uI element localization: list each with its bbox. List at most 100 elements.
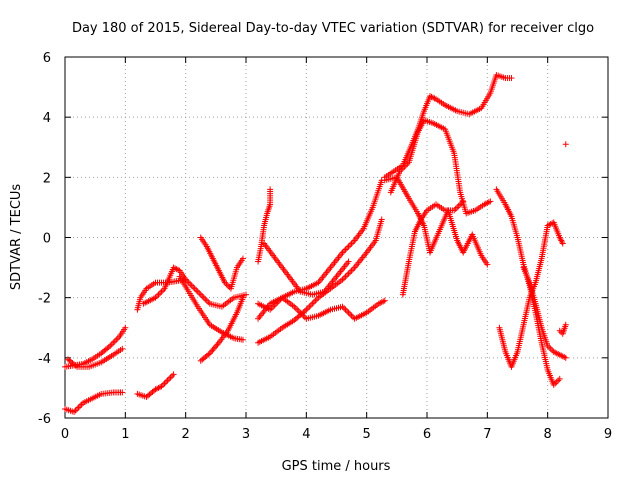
data-point bbox=[547, 345, 554, 352]
data-point bbox=[342, 273, 349, 280]
data-point bbox=[350, 266, 357, 273]
y-tick-label: 0 bbox=[43, 232, 51, 247]
data-point bbox=[454, 204, 461, 211]
data-point bbox=[307, 302, 314, 309]
data-point bbox=[309, 300, 316, 307]
data-point bbox=[113, 336, 120, 343]
x-tick-label: 0 bbox=[61, 427, 69, 442]
data-point bbox=[460, 198, 467, 205]
data-point bbox=[197, 291, 204, 298]
data-point bbox=[345, 270, 352, 277]
data-point bbox=[239, 336, 246, 343]
data-point bbox=[484, 261, 491, 268]
data-point bbox=[401, 163, 408, 170]
data-point bbox=[344, 308, 351, 315]
data-point bbox=[508, 75, 515, 82]
y-tick-label: 2 bbox=[43, 171, 51, 186]
data-point bbox=[562, 354, 569, 361]
data-point bbox=[312, 297, 319, 304]
x-tick-label: 7 bbox=[483, 427, 491, 442]
data-point bbox=[155, 384, 162, 391]
data-point bbox=[342, 246, 349, 253]
data-point bbox=[119, 345, 126, 352]
data-point bbox=[348, 267, 355, 274]
data-point bbox=[292, 305, 299, 312]
x-tick-label: 5 bbox=[363, 427, 371, 442]
data-point bbox=[268, 305, 275, 312]
data-point bbox=[347, 269, 354, 276]
data-point bbox=[111, 338, 118, 345]
x-tick-label: 8 bbox=[544, 427, 552, 442]
data-point bbox=[553, 378, 560, 385]
data-point bbox=[110, 339, 117, 346]
data-point bbox=[344, 272, 351, 279]
data-point bbox=[348, 240, 355, 247]
data-point bbox=[190, 284, 197, 291]
data-point bbox=[157, 290, 164, 297]
data-point bbox=[310, 299, 317, 306]
data-point bbox=[77, 402, 84, 409]
data-point bbox=[196, 290, 203, 297]
data-point bbox=[452, 205, 459, 212]
data-point bbox=[347, 242, 354, 249]
grid-layer bbox=[65, 57, 608, 418]
data-point bbox=[158, 288, 165, 295]
x-axis-label: GPS time / hours bbox=[282, 459, 391, 474]
data-point bbox=[344, 245, 351, 252]
data-point bbox=[169, 372, 176, 379]
data-point bbox=[239, 255, 246, 262]
data-point bbox=[378, 299, 385, 306]
data-point bbox=[166, 375, 173, 382]
x-tick-label: 6 bbox=[423, 427, 431, 442]
data-point bbox=[294, 306, 301, 313]
data-point bbox=[108, 341, 115, 348]
data-point bbox=[555, 377, 562, 384]
data-point bbox=[224, 282, 231, 289]
data-point bbox=[304, 305, 311, 312]
data-point bbox=[170, 371, 177, 378]
data-point bbox=[188, 282, 195, 289]
x-tick-label: 4 bbox=[302, 427, 310, 442]
plot-frame bbox=[64, 56, 609, 419]
data-point bbox=[294, 314, 301, 321]
data-point bbox=[72, 407, 79, 414]
y-tick-label: 4 bbox=[43, 111, 51, 126]
x-tick-label: 9 bbox=[604, 427, 612, 442]
data-point bbox=[193, 287, 200, 294]
x-tick-label: 2 bbox=[182, 427, 190, 442]
data-point bbox=[155, 291, 162, 298]
data-point bbox=[341, 275, 348, 282]
data-point bbox=[203, 297, 210, 304]
data-point bbox=[200, 294, 207, 301]
chart-title: Day 180 of 2015, Sidereal Day-to-day VTE… bbox=[72, 21, 594, 36]
data-point bbox=[562, 321, 569, 328]
data-point bbox=[119, 389, 126, 396]
data-point bbox=[345, 243, 352, 250]
data-point bbox=[345, 258, 352, 265]
data-point bbox=[75, 404, 82, 411]
data-point bbox=[345, 309, 352, 316]
data-point bbox=[381, 297, 388, 304]
data-point bbox=[163, 378, 170, 385]
y-axis-label: SDTVAR / TECUs bbox=[9, 184, 24, 291]
data-point bbox=[114, 335, 121, 342]
data-point bbox=[341, 248, 348, 255]
data-point bbox=[306, 303, 313, 310]
tick-layer: 0 1 2 3 4 5 6 7 8 9 -6 -4 -2 0 2 4 6 bbox=[38, 51, 612, 442]
data-point bbox=[562, 141, 569, 148]
x-tick-label: 1 bbox=[121, 427, 129, 442]
points-layer bbox=[62, 72, 569, 415]
data-point bbox=[161, 380, 168, 387]
data-point bbox=[487, 198, 494, 205]
data-point bbox=[122, 324, 129, 331]
data-point bbox=[350, 239, 357, 246]
x-tick-label: 3 bbox=[242, 427, 250, 442]
data-point bbox=[239, 294, 246, 301]
data-point bbox=[194, 288, 201, 295]
data-point bbox=[267, 186, 274, 193]
data-point bbox=[199, 293, 206, 300]
data-point bbox=[455, 202, 462, 209]
data-point bbox=[164, 377, 171, 384]
data-point bbox=[341, 305, 348, 312]
